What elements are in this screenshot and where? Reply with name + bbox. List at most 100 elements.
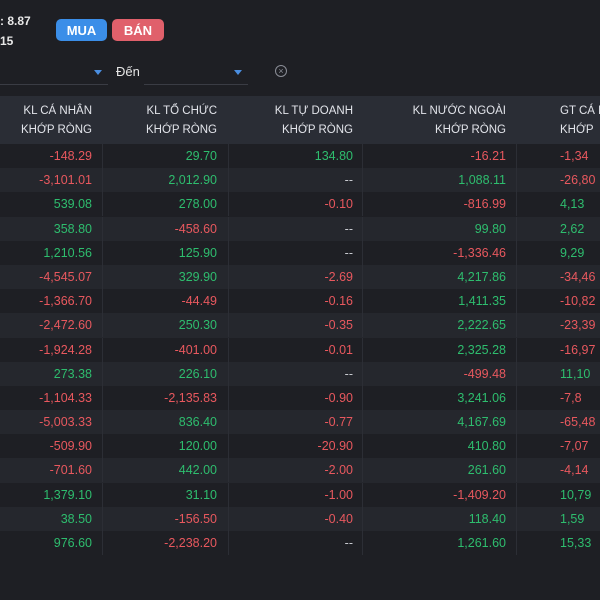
column-divider: [228, 361, 229, 386]
table-cell: -10,82: [560, 294, 596, 309]
table-row[interactable]: 539.08 278.00 -0.10 -816.99 4,13: [0, 192, 600, 217]
table-cell: -2,135.83: [164, 390, 217, 405]
table-row[interactable]: 976.60 -2,238.20 -- 1,261.60 15,33: [0, 531, 600, 556]
column-divider: [362, 506, 363, 531]
column-divider: [362, 144, 363, 168]
column-divider: [362, 385, 363, 410]
buy-button[interactable]: MUA: [56, 19, 107, 41]
table-cell: 250.30: [178, 318, 217, 333]
column-divider: [102, 458, 103, 483]
table-cell: -2,472.60: [39, 318, 92, 333]
chevron-down-icon: [234, 70, 242, 75]
table-cell: -0.35: [324, 318, 354, 333]
table-cell: -701.60: [49, 463, 92, 478]
table-cell: 9,29: [560, 245, 585, 260]
column-divider: [228, 289, 229, 314]
column-divider: [102, 289, 103, 314]
table-cell: 134.80: [314, 149, 353, 163]
table-cell: 31.10: [185, 487, 217, 502]
table-cell: 125.90: [178, 245, 217, 260]
table-cell: -16.21: [470, 149, 506, 163]
column-divider: [516, 264, 517, 289]
clear-filter-icon[interactable]: ×: [275, 65, 287, 77]
table-row[interactable]: -3,101.01 2,012.90 -- 1,088.11 -26,80: [0, 168, 600, 193]
table-cell: -0.01: [324, 342, 354, 357]
price-line-1: : 8.87: [0, 14, 31, 28]
table-cell: 118.40: [468, 511, 506, 526]
column-divider: [362, 289, 363, 314]
column-divider: [362, 313, 363, 338]
table-cell: 38.50: [60, 511, 92, 526]
table-row[interactable]: -2,472.60 250.30 -0.35 2,222.65 -23,39: [0, 313, 600, 338]
column-header-proprietary[interactable]: KL TỰ DOANH KHỚP RÒNG: [274, 105, 353, 136]
table-cell: -26,80: [560, 173, 596, 188]
column-divider: [102, 264, 103, 289]
column-divider: [102, 216, 103, 241]
column-divider: [102, 144, 103, 168]
column-divider: [516, 361, 517, 386]
table-cell: -458.60: [174, 221, 217, 236]
table-cell: 99.80: [474, 221, 506, 236]
column-header-foreign[interactable]: KL NƯỚC NGOÀI KHỚP RÒNG: [412, 105, 506, 136]
table-row[interactable]: 1,210.56 125.90 -- -1,336.46 9,29: [0, 240, 600, 265]
column-divider: [102, 337, 103, 362]
column-divider: [516, 506, 517, 531]
to-date-select[interactable]: [144, 62, 248, 85]
column-divider: [516, 434, 517, 459]
table-cell: 2,325.28: [457, 342, 506, 357]
table-cell: -816.99: [463, 197, 506, 212]
table-row[interactable]: -5,003.33 836.40 -0.77 4,167.69 -65,48: [0, 410, 600, 435]
table-cell: -0.10: [324, 197, 354, 212]
chevron-down-icon: [94, 70, 102, 75]
from-date-select[interactable]: [0, 62, 108, 85]
column-divider: [228, 192, 229, 217]
table-row[interactable]: -148.29 29.70 134.80 -16.21 -1,34: [0, 144, 600, 169]
column-divider: [228, 313, 229, 338]
table-cell: -23,39: [560, 318, 596, 333]
column-divider: [362, 361, 363, 386]
table-row[interactable]: -1,366.70 -44.49 -0.16 1,411.35 -10,82: [0, 289, 600, 314]
column-divider: [516, 289, 517, 314]
table-cell: -4,14: [560, 463, 589, 478]
table-cell: -1,104.33: [39, 390, 92, 405]
table-cell: 120.00: [178, 439, 217, 454]
table-cell: -1,924.28: [39, 342, 92, 357]
column-divider: [362, 240, 363, 265]
table-cell: 1,088.11: [458, 173, 506, 188]
table-cell: -65,48: [560, 415, 596, 430]
table-cell: -156.50: [174, 511, 217, 526]
table-cell: 836.40: [178, 415, 217, 430]
table-cell: 1,261.60: [457, 536, 506, 550]
table-row[interactable]: 38.50 -156.50 -0.40 118.40 1,59: [0, 506, 600, 531]
column-divider: [102, 531, 103, 555]
table-cell: 15,33: [560, 536, 592, 550]
table-row[interactable]: 273.38 226.10 -- -499.48 11,10: [0, 361, 600, 386]
table-row[interactable]: -701.60 442.00 -2.00 261.60 -4,14: [0, 458, 600, 483]
table-cell: -44.49: [181, 294, 217, 309]
table-cell: -5,003.33: [39, 415, 92, 430]
column-divider: [228, 168, 229, 193]
column-divider: [228, 531, 229, 555]
sell-button[interactable]: BÁN: [112, 19, 164, 41]
column-divider: [516, 410, 517, 435]
column-header-individual[interactable]: KL CÁ NHÂN KHỚP RÒNG: [21, 105, 92, 136]
table-row[interactable]: 1,379.10 31.10 -1.00 -1,409.20 10,79: [0, 482, 600, 507]
trading-table-body: -148.29 29.70 134.80 -16.21 -1,34 -3,101.01 2,…: [0, 144, 600, 556]
column-divider: [362, 458, 363, 483]
table-cell: -2.69: [324, 269, 354, 284]
column-header-institution[interactable]: KL TỔ CHỨC KHỚP RÒNG: [146, 105, 217, 136]
column-divider: [102, 192, 103, 217]
table-cell: 11,10: [560, 366, 591, 381]
table-row[interactable]: 358.80 -458.60 -- 99.80 2,62: [0, 216, 600, 241]
table-row[interactable]: -509.90 120.00 -20.90 410.80 -7,07: [0, 434, 600, 459]
table-row[interactable]: -1,104.33 -2,135.83 -0.90 3,241.06 -7,8: [0, 385, 600, 411]
table-row[interactable]: -1,924.28 -401.00 -0.01 2,325.28 -16,97: [0, 337, 600, 362]
table-cell: 261.60: [467, 463, 506, 478]
column-divider: [228, 144, 229, 168]
table-cell: 329.90: [178, 269, 217, 284]
column-divider: [228, 410, 229, 435]
table-row[interactable]: -4,545.07 329.90 -2.69 4,217.86 -34,46: [0, 264, 600, 290]
table-cell: -1.00: [324, 487, 354, 502]
table-cell: -0.90: [324, 390, 354, 405]
